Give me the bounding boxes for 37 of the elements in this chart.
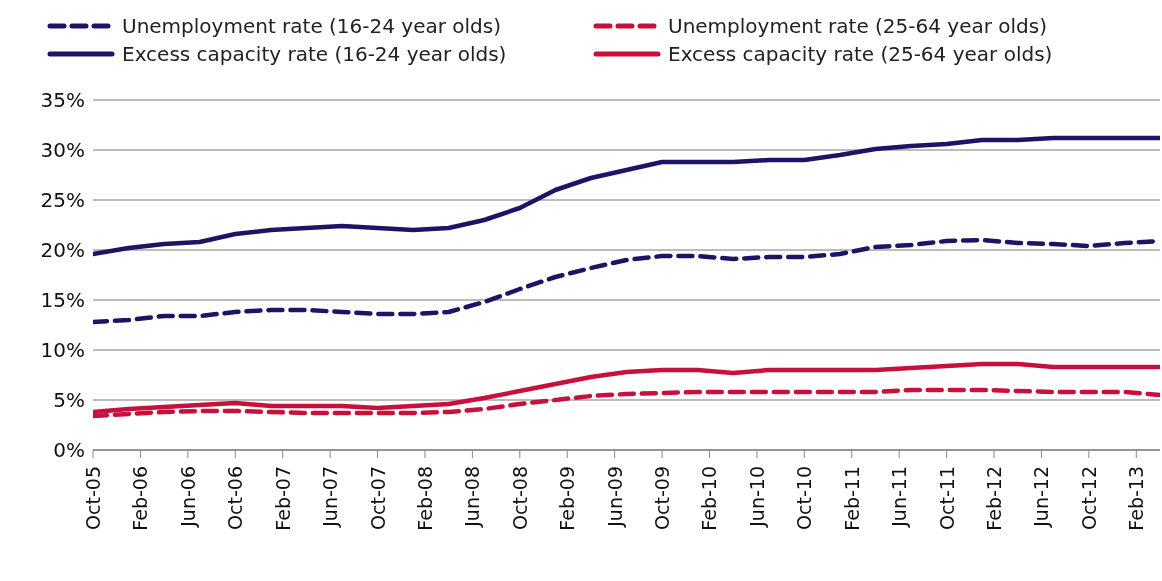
legend-label: Excess capacity rate (25-64 year olds) [668, 42, 1053, 66]
legend-label: Unemployment rate (25-64 year olds) [668, 14, 1048, 38]
x-tick-label: Jun-07 [319, 466, 342, 528]
x-tick-label: Oct-12 [1077, 466, 1100, 530]
y-tick-label: 5% [53, 388, 85, 413]
x-tick-label: Feb-10 [698, 466, 721, 531]
x-tick-label: Feb-12 [983, 466, 1006, 531]
x-tick-label: Feb-09 [556, 466, 579, 531]
y-tick-label: 30% [40, 138, 85, 163]
y-tick-label: 35% [40, 88, 85, 113]
line-series [93, 361, 1160, 415]
x-tick-label: Jun-10 [745, 466, 768, 528]
x-tick-label: Feb-11 [840, 466, 863, 531]
y-tick-label: 15% [40, 288, 85, 313]
y-tick-label: 25% [40, 188, 85, 213]
line-series [93, 135, 1160, 257]
x-tick-label: Jun-06 [176, 466, 199, 528]
x-tick-label: Oct-09 [651, 466, 674, 530]
x-tick-label: Oct-06 [224, 466, 247, 530]
y-tick-label: 10% [40, 338, 85, 363]
x-tick-label: Oct-08 [508, 466, 531, 530]
y-tick-label: 20% [40, 238, 85, 263]
x-tick-label: Jun-12 [1030, 466, 1053, 528]
x-tick-label: Oct-05 [82, 466, 104, 530]
x-tick-label: Jun-09 [603, 466, 626, 528]
x-tick-label: Oct-10 [793, 466, 816, 530]
x-tick-label: Oct-07 [366, 466, 389, 530]
x-tick-label: Feb-06 [129, 466, 152, 531]
x-tick-label: Feb-08 [413, 466, 436, 531]
x-tick-label: Feb-13 [1125, 466, 1148, 531]
x-tick-label: Feb-07 [271, 466, 294, 531]
legend-label: Unemployment rate (16-24 year olds) [122, 14, 502, 38]
x-tick-label: Jun-08 [461, 466, 484, 528]
x-tick-label: Oct-11 [935, 466, 958, 530]
legend-label: Excess capacity rate (16-24 year olds) [122, 42, 507, 66]
x-tick-label: Jun-11 [888, 466, 911, 528]
y-tick-label: 0% [53, 438, 85, 463]
